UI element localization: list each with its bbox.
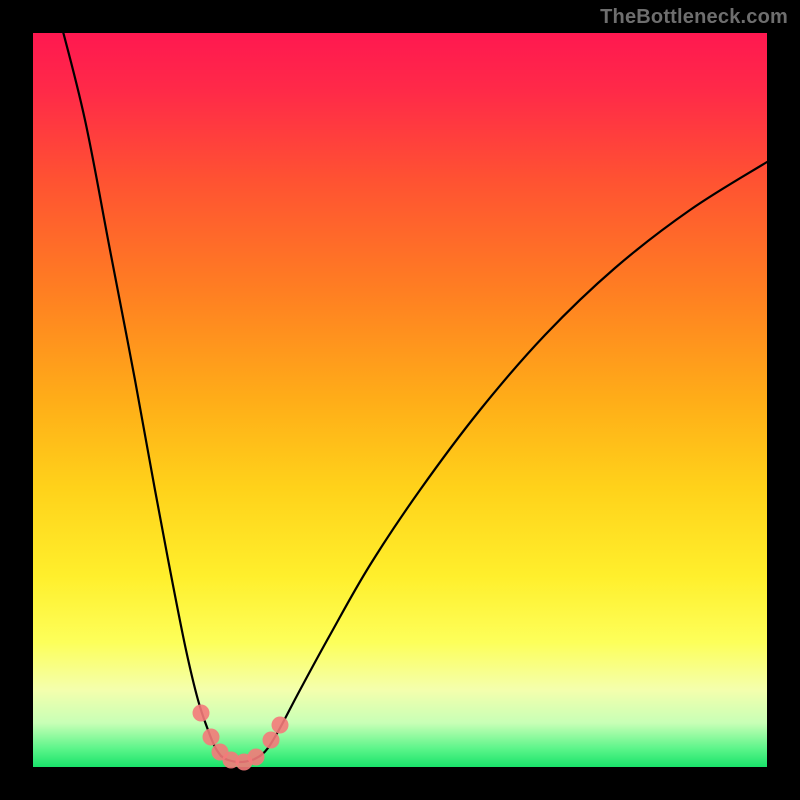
marker-point	[193, 705, 210, 722]
marker-point	[248, 749, 265, 766]
plot-background-gradient	[33, 33, 767, 767]
bottleneck-curve-chart	[0, 0, 800, 800]
marker-point	[203, 729, 220, 746]
chart-canvas: TheBottleneck.com	[0, 0, 800, 800]
marker-point	[272, 717, 289, 734]
watermark-label: TheBottleneck.com	[600, 6, 788, 29]
marker-point	[263, 732, 280, 749]
